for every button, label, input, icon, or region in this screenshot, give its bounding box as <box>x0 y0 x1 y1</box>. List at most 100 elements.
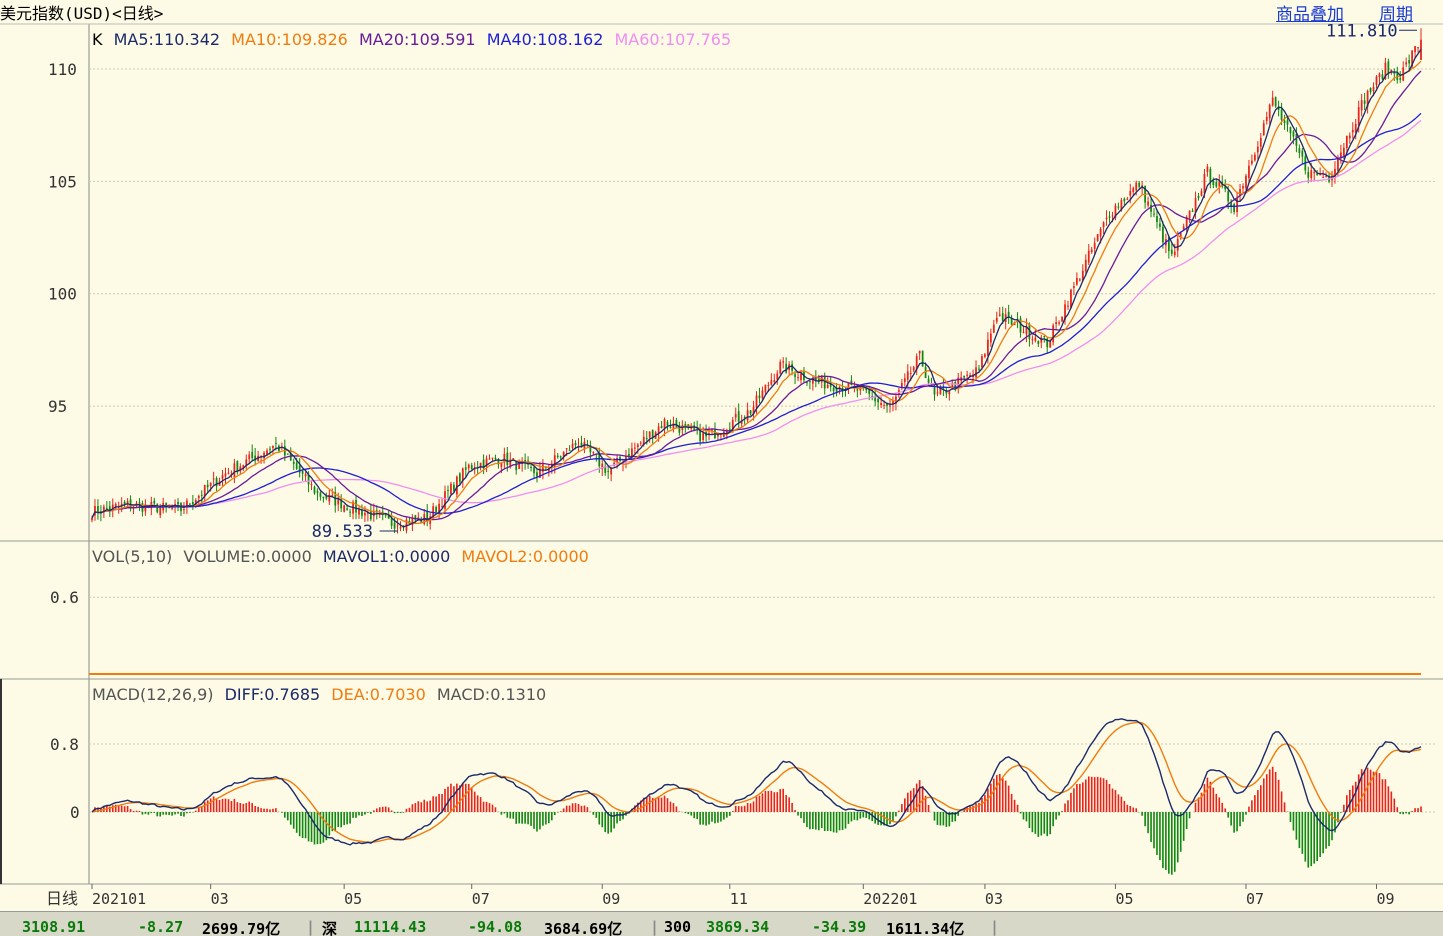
candle-body <box>1316 173 1319 176</box>
candle-body <box>1322 176 1324 178</box>
candle-body <box>1411 50 1413 67</box>
status-divider: | <box>990 918 1000 936</box>
legend-ma10: MA10:109.826 <box>231 30 348 49</box>
candle-body <box>177 502 179 505</box>
candle-body <box>1405 62 1408 65</box>
candle-body <box>387 513 390 519</box>
chart-canvas[interactable]: 95 100 105 110 111.810 89.533 0.6 0 0.8 日线 202101 0… <box>0 0 1443 911</box>
candle-body <box>559 456 562 458</box>
vol-tick-label: 0.6 <box>50 588 79 607</box>
candle-body <box>1366 90 1369 107</box>
candle-body <box>272 445 274 449</box>
candle-body <box>1182 226 1185 230</box>
candle-body <box>420 519 423 523</box>
candle-body <box>565 448 568 450</box>
candle-body <box>604 466 607 473</box>
candle-body <box>1271 97 1274 106</box>
candle-body <box>814 377 817 381</box>
candle-body <box>1099 228 1102 237</box>
candle-body <box>779 361 782 374</box>
candle-body <box>1298 148 1301 154</box>
candle-body <box>1215 181 1218 187</box>
candle-body <box>328 494 331 502</box>
macd-legend: MACD(12,26,9) DIFF:0.7685 DEA:0.7030 MAC… <box>92 685 552 704</box>
candle-body <box>1274 97 1277 107</box>
candle-body <box>1105 217 1108 220</box>
x-tick-label: 03 <box>985 890 1003 908</box>
candle-body <box>927 378 930 383</box>
candle-body <box>1259 137 1262 147</box>
candle-body <box>871 395 874 397</box>
candle-body <box>479 462 482 468</box>
candle-body <box>1239 189 1241 197</box>
candle-body <box>743 417 746 419</box>
candle-body <box>236 461 239 473</box>
candle-body <box>239 466 242 472</box>
candle-body <box>349 511 351 513</box>
ma40-line <box>91 112 1422 519</box>
candle-body <box>509 459 512 466</box>
candle-body <box>966 374 969 376</box>
candle-body <box>992 324 995 333</box>
candle-body <box>372 510 375 517</box>
candle-body <box>785 363 788 373</box>
overlay-link[interactable]: 商品叠加 <box>1276 5 1344 25</box>
candle-body <box>1075 278 1078 285</box>
candle-body <box>755 395 758 408</box>
price-tick-label: 100 <box>48 285 77 304</box>
candle-body <box>939 387 942 395</box>
candle-body <box>153 500 156 504</box>
candle-body <box>298 465 301 473</box>
candle-body <box>1342 147 1345 156</box>
candle-body <box>1188 210 1191 219</box>
candle-body <box>933 387 936 395</box>
status-item: 3684.69亿 <box>544 920 623 936</box>
candle-body <box>746 410 749 421</box>
candle-body <box>986 339 989 356</box>
candle-body <box>156 504 159 513</box>
candle-body <box>227 472 230 474</box>
candle-body <box>1055 322 1058 325</box>
candle-body <box>1381 74 1384 80</box>
candle-body <box>364 513 366 516</box>
candle-body <box>1087 250 1090 263</box>
candle-body <box>1078 279 1081 281</box>
legend-ma60: MA60:107.765 <box>614 30 732 49</box>
candle-body <box>1209 168 1212 182</box>
candle-body <box>1031 339 1034 341</box>
candle-body <box>114 504 117 508</box>
candle-body <box>797 377 799 379</box>
candle-body <box>1206 166 1209 172</box>
status-item: 3869.34 <box>706 918 770 936</box>
candle-body <box>1096 234 1099 241</box>
candle-body <box>1319 174 1322 176</box>
candle-body <box>954 382 957 390</box>
candle-body <box>1034 337 1037 341</box>
candle-body <box>725 430 728 435</box>
candle-body <box>245 459 248 466</box>
candle-body <box>488 458 491 460</box>
candle-body <box>485 458 488 467</box>
candle-body <box>978 368 980 370</box>
legend-volume: VOLUME:0.0000 <box>183 547 312 566</box>
status-divider: | <box>306 918 316 936</box>
candle-body <box>1117 206 1120 208</box>
candle-body <box>1159 223 1161 228</box>
candle-body <box>998 314 1001 316</box>
candle-body <box>233 463 236 477</box>
candle-body <box>1292 131 1295 137</box>
candle-body <box>717 434 719 437</box>
candle-body <box>1227 191 1230 202</box>
period-link[interactable]: 周期 <box>1379 5 1413 25</box>
candle-body <box>286 453 289 455</box>
high-annotation: 111.810 <box>1326 21 1398 41</box>
x-axis-label: 日线 <box>46 889 78 908</box>
candle-body <box>473 468 476 470</box>
candle-body <box>319 492 322 497</box>
candle-body <box>995 317 998 322</box>
candle-body <box>295 462 298 469</box>
candle-body <box>396 525 399 527</box>
candle-body <box>212 478 215 480</box>
candle-body <box>108 506 111 511</box>
candle-body <box>1114 205 1117 218</box>
